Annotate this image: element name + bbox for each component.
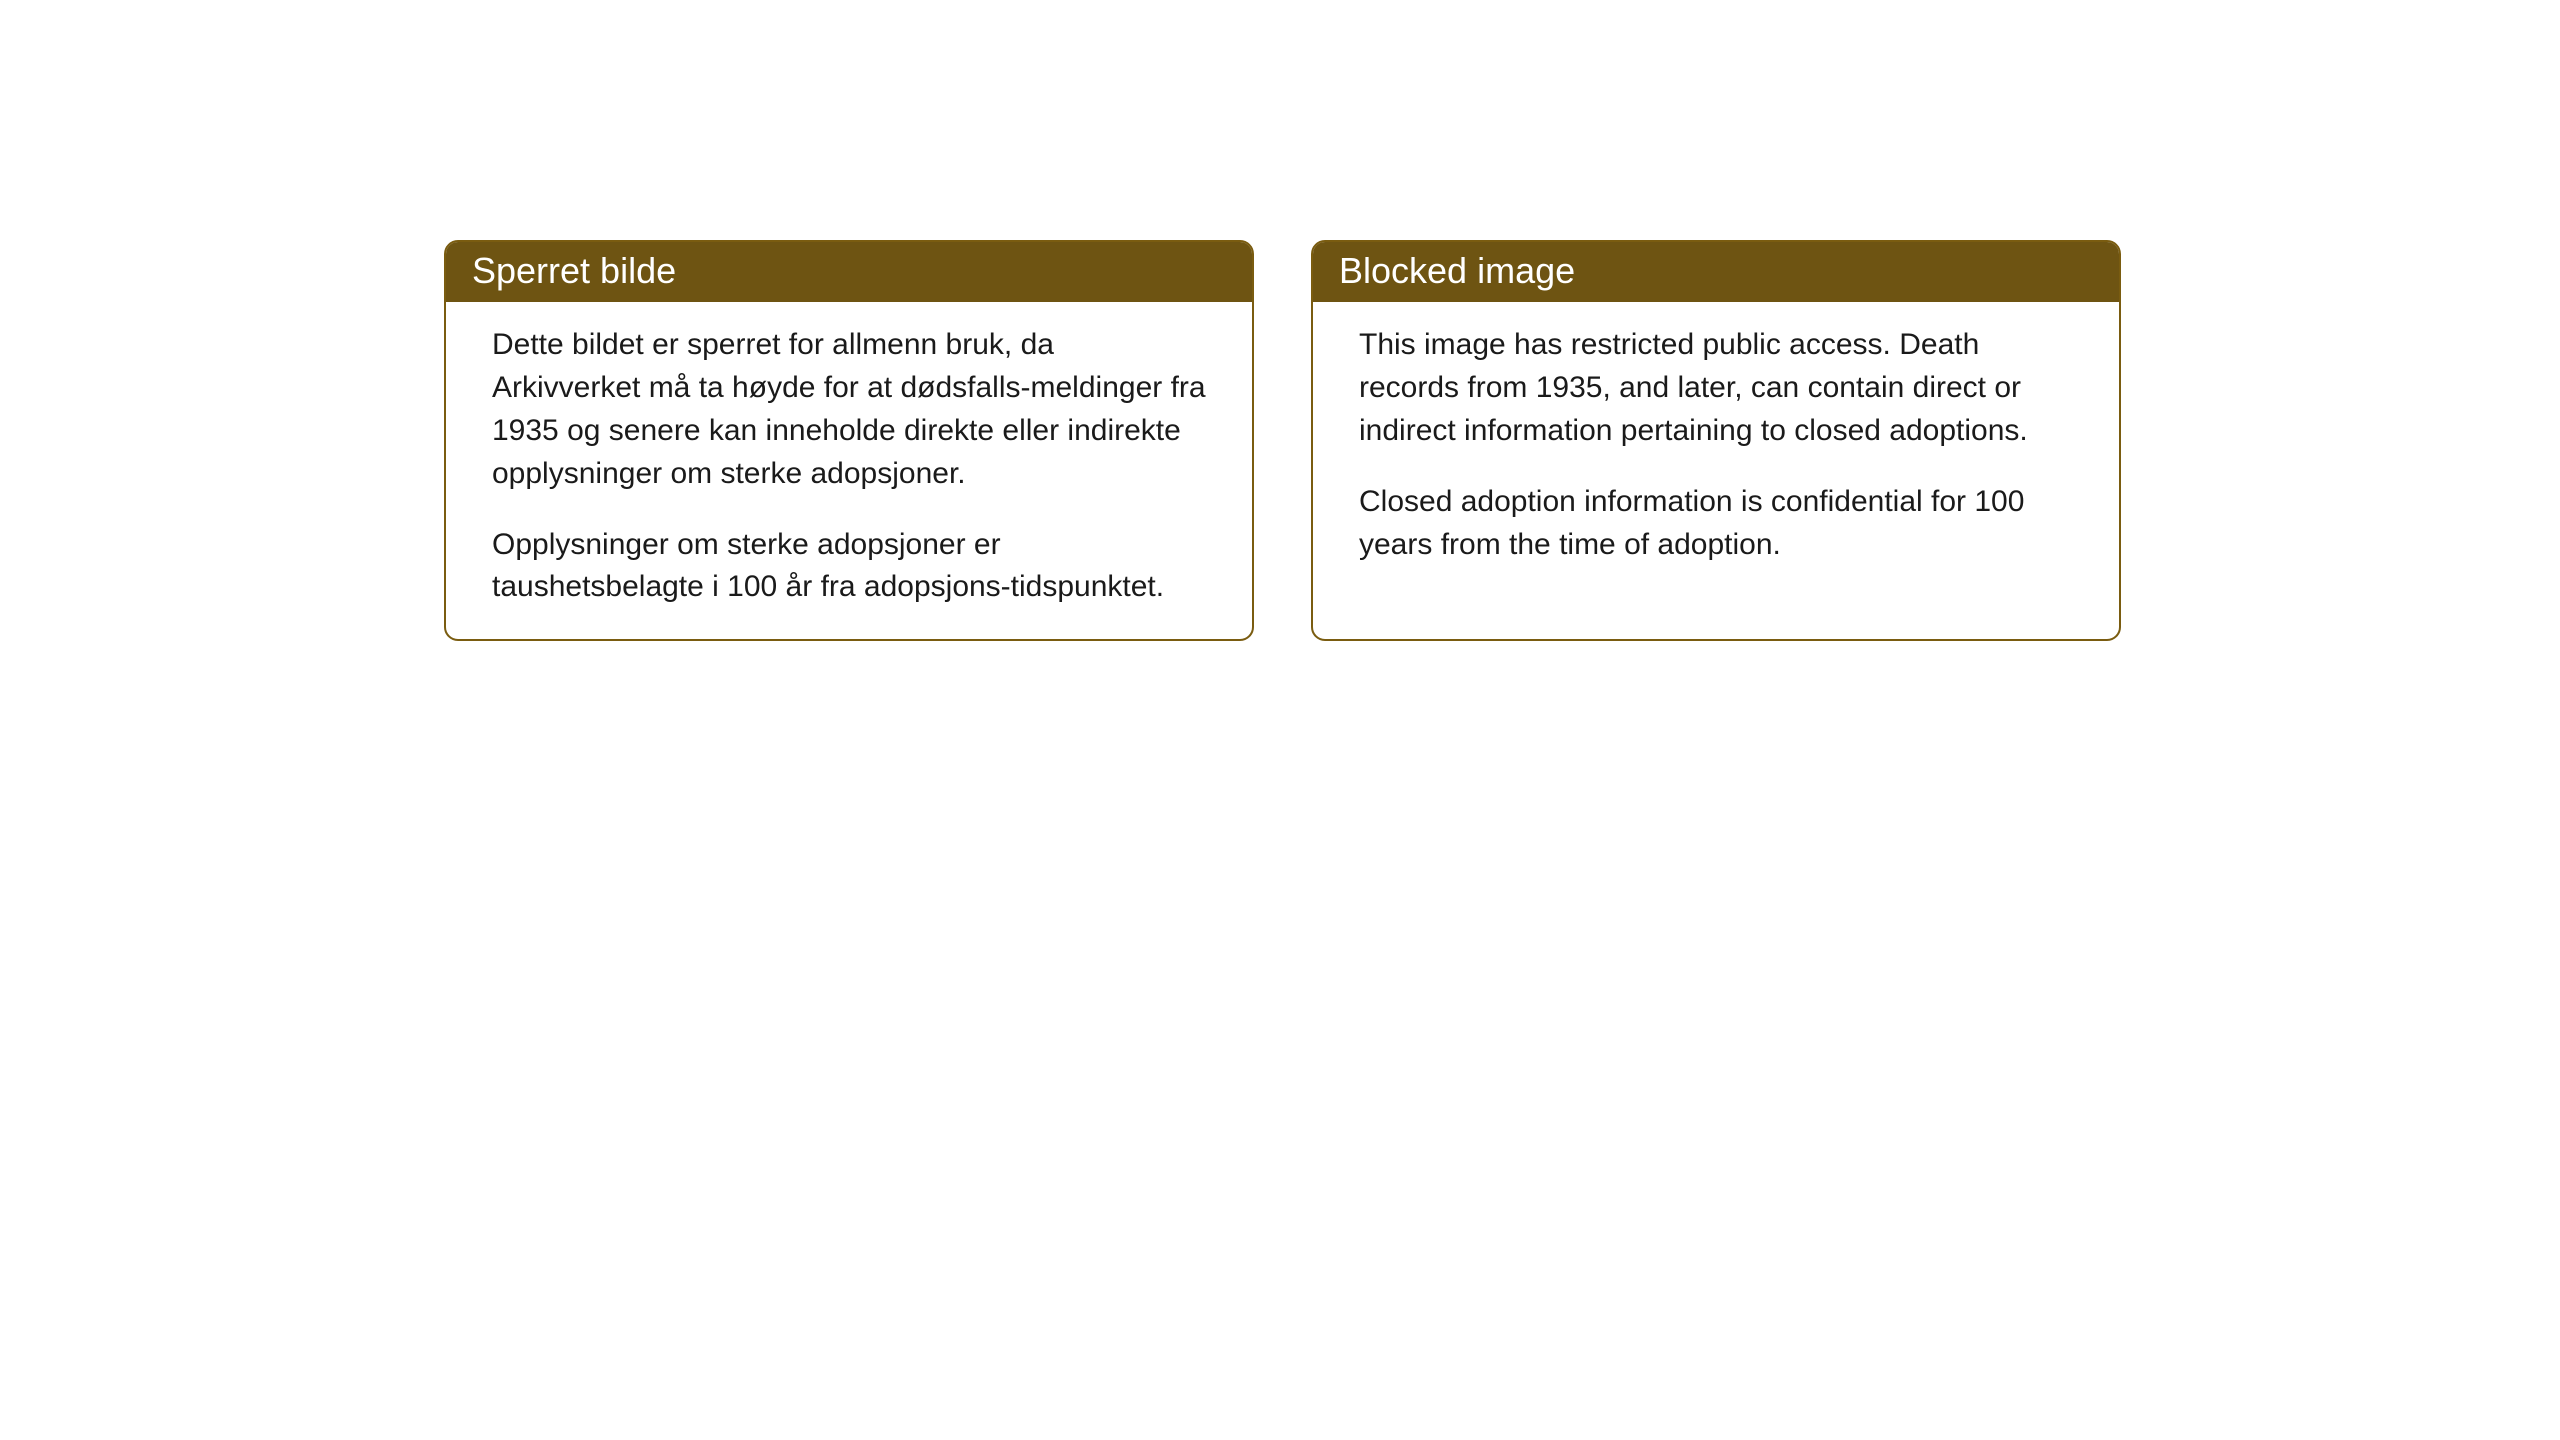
card-body-norwegian: Dette bildet er sperret for allmenn bruk… bbox=[446, 302, 1252, 639]
card-header-norwegian: Sperret bilde bbox=[446, 242, 1252, 302]
card-english: Blocked image This image has restricted … bbox=[1311, 240, 2121, 641]
card-title-english: Blocked image bbox=[1339, 250, 1575, 291]
card-paragraph2-english: Closed adoption information is confident… bbox=[1359, 481, 2073, 567]
card-paragraph2-norwegian: Opplysninger om sterke adopsjoner er tau… bbox=[492, 524, 1206, 610]
card-header-english: Blocked image bbox=[1313, 242, 2119, 302]
cards-container: Sperret bilde Dette bildet er sperret fo… bbox=[444, 240, 2121, 641]
card-body-english: This image has restricted public access.… bbox=[1313, 302, 2119, 639]
card-norwegian: Sperret bilde Dette bildet er sperret fo… bbox=[444, 240, 1254, 641]
card-paragraph1-norwegian: Dette bildet er sperret for allmenn bruk… bbox=[492, 324, 1206, 496]
card-title-norwegian: Sperret bilde bbox=[472, 250, 676, 291]
card-paragraph1-english: This image has restricted public access.… bbox=[1359, 324, 2073, 453]
